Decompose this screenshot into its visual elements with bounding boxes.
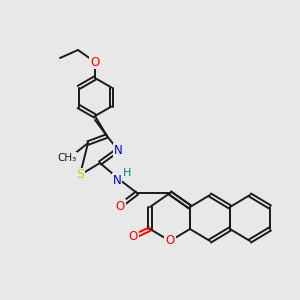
Text: H: H	[123, 168, 131, 178]
Text: N: N	[112, 173, 122, 187]
Text: O: O	[90, 56, 100, 68]
Text: CH₃: CH₃	[57, 153, 76, 163]
Text: S: S	[76, 169, 84, 182]
Text: O: O	[116, 200, 124, 212]
Text: O: O	[128, 230, 138, 244]
Text: O: O	[165, 235, 175, 248]
Text: N: N	[114, 143, 122, 157]
